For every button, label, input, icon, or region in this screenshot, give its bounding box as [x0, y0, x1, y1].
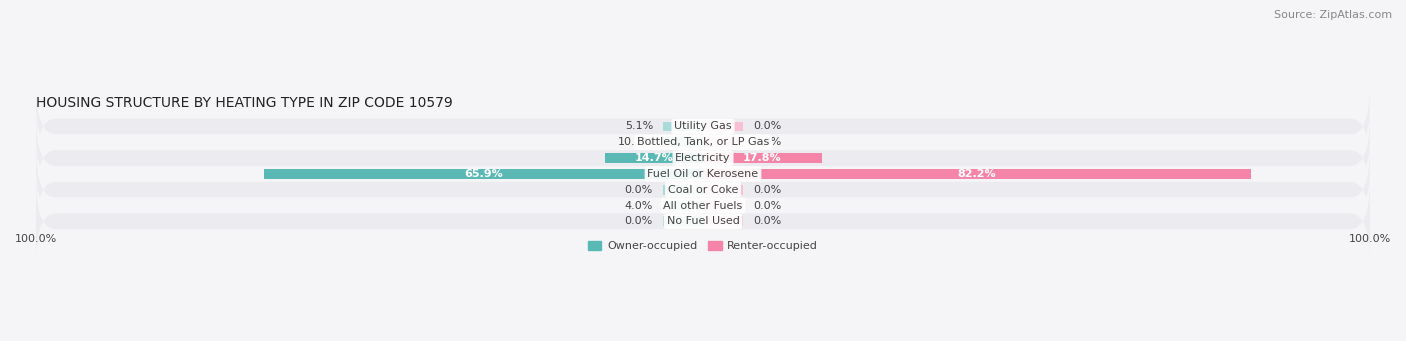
Text: 82.2%: 82.2% [957, 169, 997, 179]
Text: Utility Gas: Utility Gas [675, 121, 731, 132]
Bar [703, 201, 742, 210]
Text: 5.1%: 5.1% [624, 121, 652, 132]
Bar [664, 122, 703, 131]
Text: 0.0%: 0.0% [754, 201, 782, 210]
FancyBboxPatch shape [37, 182, 1369, 261]
Text: 0.0%: 0.0% [754, 185, 782, 195]
Bar [703, 153, 821, 163]
Text: 17.8%: 17.8% [742, 153, 782, 163]
Text: 0.0%: 0.0% [754, 216, 782, 226]
Text: Coal or Coke: Coal or Coke [668, 185, 738, 195]
Text: Fuel Oil or Kerosene: Fuel Oil or Kerosene [647, 169, 759, 179]
Text: 14.7%: 14.7% [634, 153, 673, 163]
Bar [664, 137, 703, 147]
Bar [664, 185, 703, 195]
Bar [703, 169, 1251, 179]
FancyBboxPatch shape [37, 134, 1369, 213]
Text: Source: ZipAtlas.com: Source: ZipAtlas.com [1274, 10, 1392, 20]
FancyBboxPatch shape [37, 166, 1369, 245]
Bar [703, 122, 742, 131]
Text: 0.0%: 0.0% [624, 185, 652, 195]
Text: 65.9%: 65.9% [464, 169, 502, 179]
Bar [703, 185, 742, 195]
Text: All other Fuels: All other Fuels [664, 201, 742, 210]
Bar [703, 137, 742, 147]
Bar [263, 169, 703, 179]
FancyBboxPatch shape [37, 119, 1369, 198]
Bar [664, 217, 703, 226]
Bar [664, 201, 703, 210]
Text: 10.3%: 10.3% [617, 137, 652, 147]
Text: 0.0%: 0.0% [754, 121, 782, 132]
Bar [703, 217, 742, 226]
Text: 4.0%: 4.0% [624, 201, 652, 210]
Text: HOUSING STRUCTURE BY HEATING TYPE IN ZIP CODE 10579: HOUSING STRUCTURE BY HEATING TYPE IN ZIP… [37, 96, 453, 110]
Legend: Owner-occupied, Renter-occupied: Owner-occupied, Renter-occupied [583, 237, 823, 256]
Text: Bottled, Tank, or LP Gas: Bottled, Tank, or LP Gas [637, 137, 769, 147]
Bar [605, 153, 703, 163]
FancyBboxPatch shape [37, 150, 1369, 229]
Text: Electricity: Electricity [675, 153, 731, 163]
Text: 0.0%: 0.0% [624, 216, 652, 226]
FancyBboxPatch shape [37, 103, 1369, 182]
Text: 0.0%: 0.0% [754, 137, 782, 147]
Text: No Fuel Used: No Fuel Used [666, 216, 740, 226]
FancyBboxPatch shape [37, 87, 1369, 166]
